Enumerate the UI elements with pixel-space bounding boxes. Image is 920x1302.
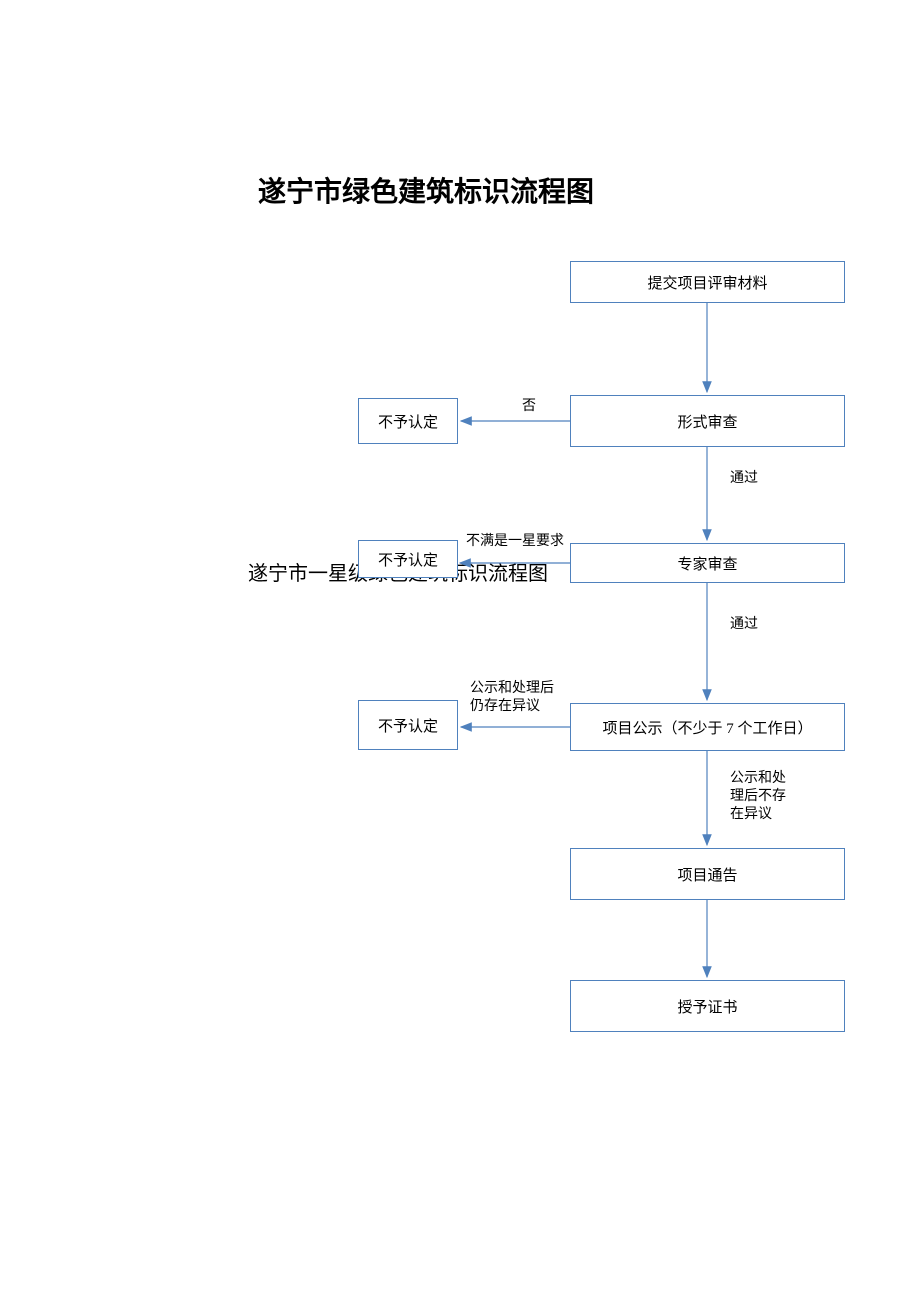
flow-node-expert: 专家审查: [570, 543, 845, 583]
flow-node-reject3: 不予认定: [358, 700, 458, 750]
edge-label-publish-reject3: 公示和处理后仍存在异议: [470, 680, 554, 716]
flow-node-cert: 授予证书: [570, 980, 845, 1032]
page-title: 遂宁市绿色建筑标识流程图: [258, 170, 594, 210]
flow-node-reject2: 不予认定: [358, 540, 458, 578]
flow-node-publish: 项目公示（不少于 7 个工作日）: [570, 703, 845, 751]
flow-node-notice: 项目通告: [570, 848, 845, 900]
edge-label-publish-notice: 公示和处理后不存在异议: [730, 770, 786, 825]
flow-node-submit: 提交项目评审材料: [570, 261, 845, 303]
edge-label-formal-expert: 通过: [730, 470, 758, 488]
edge-label-expert-publish: 通过: [730, 616, 758, 634]
flow-node-formal: 形式审查: [570, 395, 845, 447]
flow-node-reject1: 不予认定: [358, 398, 458, 444]
edge-label-formal-reject1: 否: [522, 398, 536, 416]
edge-label-expert-reject2: 不满是一星要求: [466, 533, 564, 551]
